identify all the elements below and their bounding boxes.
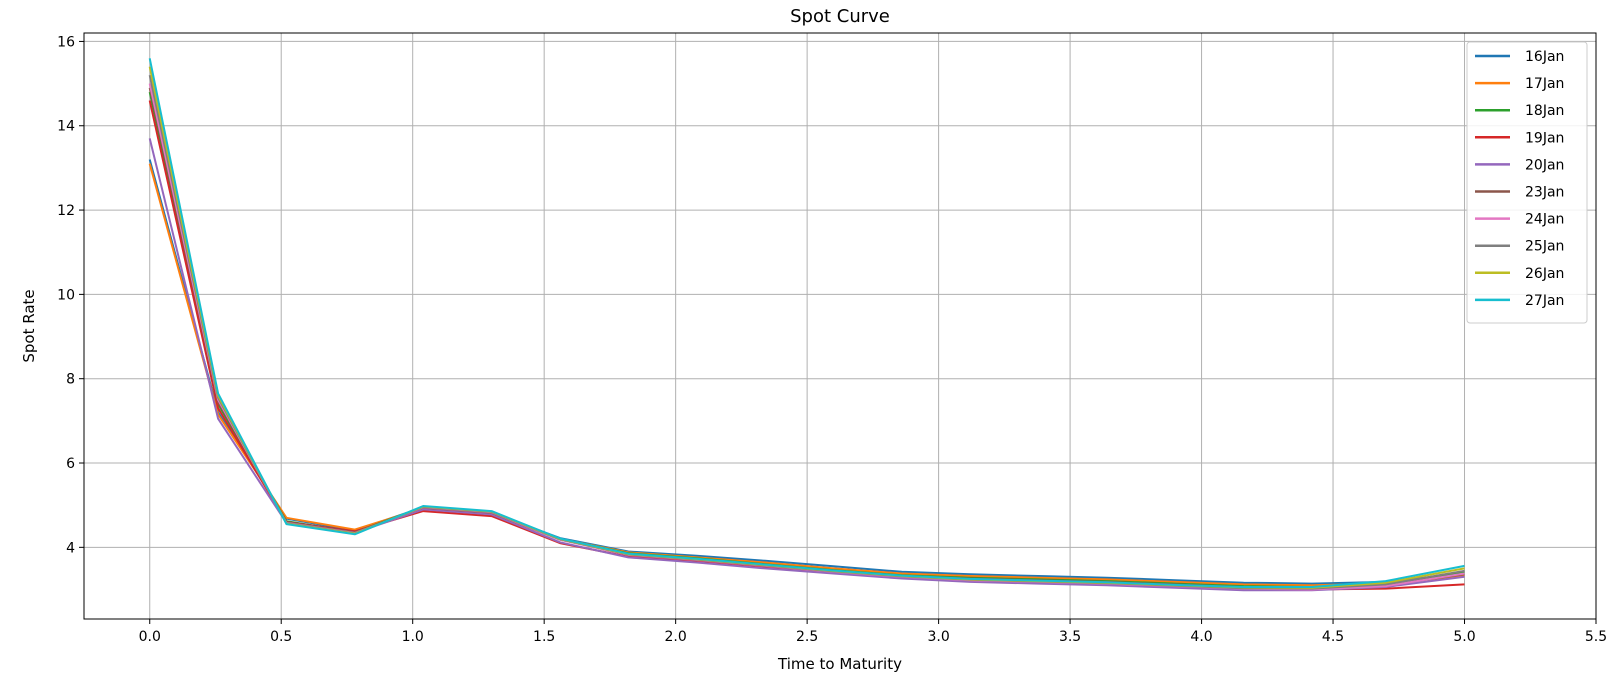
legend-box: [1466, 41, 1588, 324]
x-tick-label: 0.5: [270, 629, 292, 645]
legend-label: 19Jan: [1525, 130, 1564, 146]
legend-label: 20Jan: [1525, 157, 1564, 173]
y-tick-label: 6: [66, 456, 75, 472]
legend: 16Jan 17Jan 18Jan 19Jan 20Jan 23Jan 24Jan 25Jan…: [1466, 41, 1588, 324]
chart-title: Spot Curve: [790, 6, 890, 27]
y-axis-ticks: 4 6 8 10 12 14 16: [57, 34, 84, 556]
series-lines: [148, 58, 1465, 592]
y-tick-label: 8: [66, 372, 75, 388]
x-tick-label: 3.5: [1059, 629, 1081, 645]
legend-label: 16Jan: [1525, 49, 1564, 65]
series-line-27Jan: [148, 58, 1465, 588]
y-axis-label: Spot Rate: [20, 289, 38, 362]
x-tick-label: 1.0: [402, 629, 424, 645]
x-tick-label: 4.0: [1190, 629, 1212, 645]
y-tick-label: 10: [57, 287, 75, 303]
legend-label: 27Jan: [1525, 293, 1564, 309]
legend-label: 26Jan: [1525, 266, 1564, 282]
x-tick-label: 1.5: [533, 629, 555, 645]
plot-area-frame: [83, 32, 1597, 620]
legend-label: 18Jan: [1525, 103, 1564, 119]
grid-lines: [84, 33, 1597, 619]
legend-label: 17Jan: [1525, 76, 1564, 92]
x-tick-label: 2.0: [665, 629, 687, 645]
y-tick-label: 16: [57, 34, 75, 50]
x-tick-label: 4.5: [1322, 629, 1344, 645]
x-axis-label: Time to Maturity: [777, 655, 902, 673]
y-tick-label: 14: [57, 119, 75, 135]
x-axis-ticks: 0.0 0.5 1.0 1.5 2.0 2.5 3.0 3.5 4.0 4.5 5.0 5.5: [139, 619, 1607, 645]
legend-label: 23Jan: [1525, 185, 1564, 201]
legend-label: 24Jan: [1525, 212, 1564, 228]
x-tick-label: 5.5: [1585, 629, 1607, 645]
x-tick-label: 0.0: [139, 629, 161, 645]
series-line-17Jan: [148, 163, 1465, 587]
x-tick-label: 3.0: [927, 629, 949, 645]
x-tick-label: 2.5: [796, 629, 818, 645]
y-tick-label: 12: [57, 203, 75, 219]
legend-label: 25Jan: [1525, 239, 1564, 255]
x-tick-label: 5.0: [1453, 629, 1475, 645]
y-tick-label: 4: [66, 540, 75, 556]
